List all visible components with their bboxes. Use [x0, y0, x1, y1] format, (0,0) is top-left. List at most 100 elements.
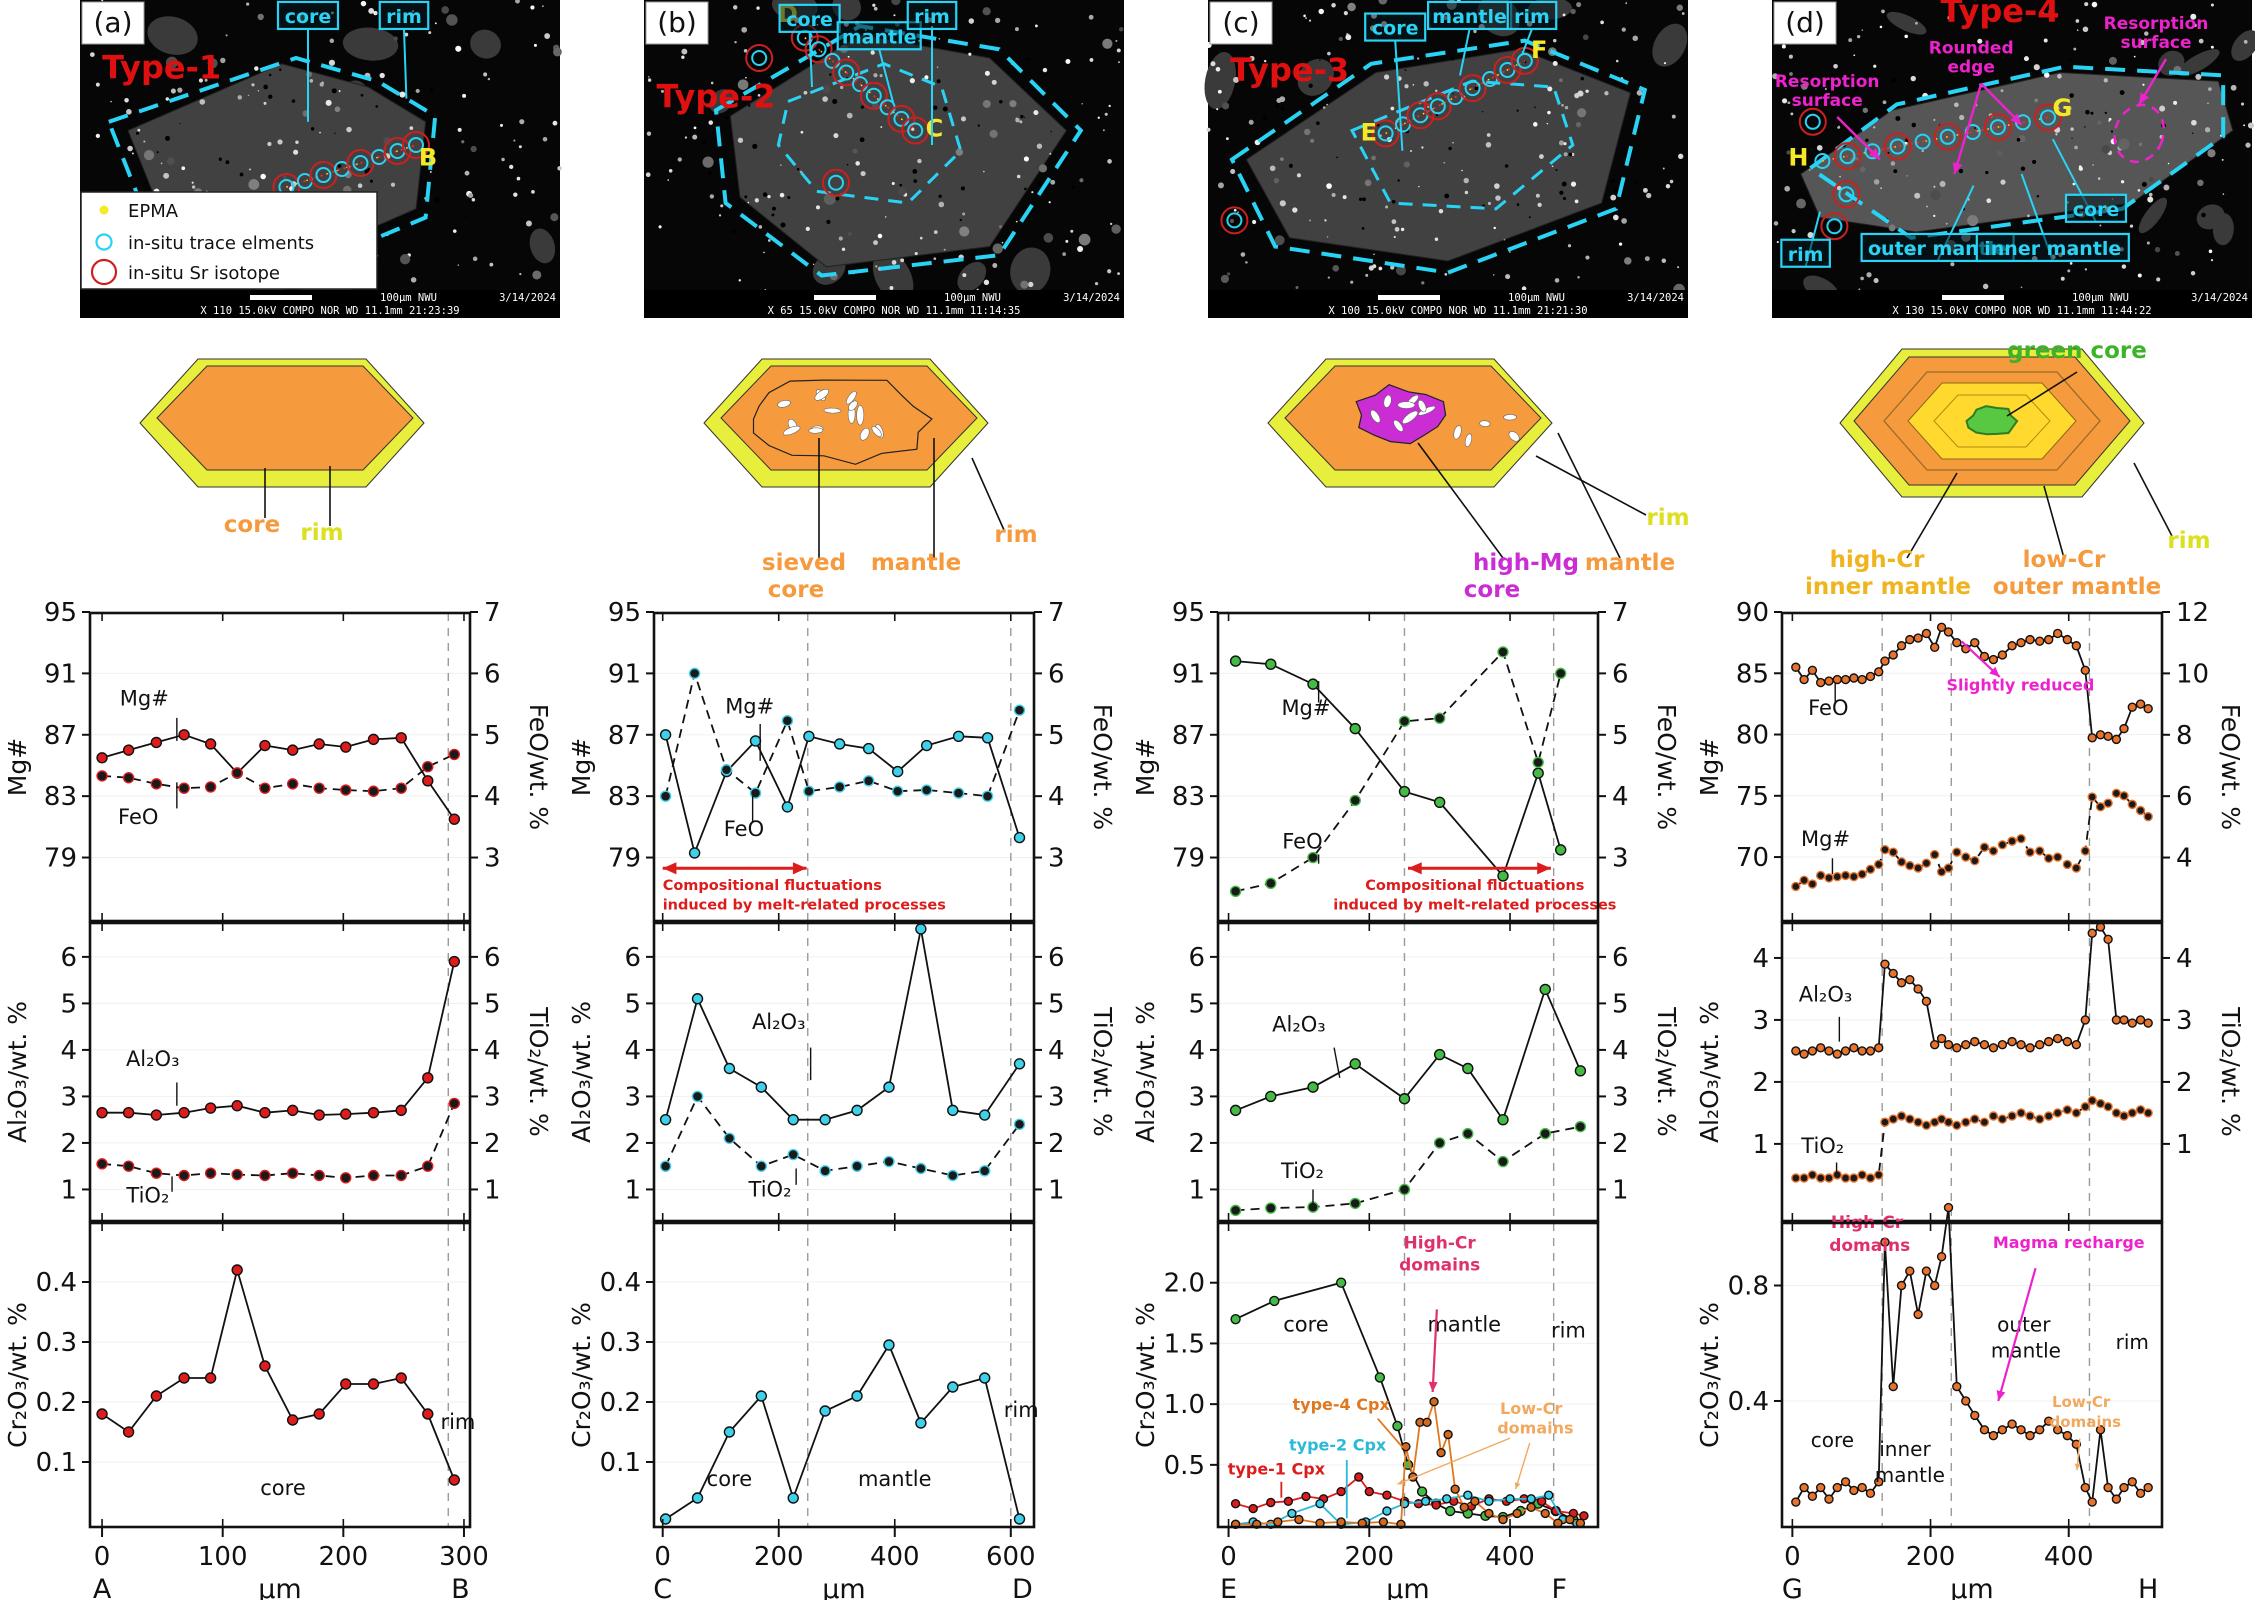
bse-speckle [1493, 226, 1496, 230]
y-tick-label: 3 [624, 1082, 641, 1112]
trace-element-spot [1814, 152, 1831, 169]
data-point [367, 733, 380, 746]
y-tick-label: 3 [1752, 1006, 1769, 1036]
data-point [1229, 655, 1242, 667]
bse-speckle [1031, 191, 1034, 194]
data-point [150, 778, 163, 790]
bse-speckle [681, 103, 689, 111]
y-tick-label: 1.5 [1164, 1329, 1205, 1359]
x-tick-label: 0 [94, 1542, 111, 1572]
data-point [150, 1390, 163, 1402]
bse-speckle [1015, 220, 1018, 223]
series-tio2 [1791, 1095, 2153, 1183]
data-point [2052, 1425, 2063, 1435]
arrowhead-icon [1428, 1381, 1438, 1392]
data-point [2127, 1108, 2137, 1118]
bse-speckle [1860, 166, 1866, 172]
data-point [1952, 1381, 1962, 1392]
data-point [2052, 1108, 2063, 1118]
data-point [1248, 1503, 1258, 1514]
transect-start-label: A [93, 1574, 112, 1600]
series-cr2o3 [96, 1264, 461, 1486]
bse-speckle [2120, 180, 2125, 184]
data-point [1799, 1049, 1809, 1059]
data-point [1815, 677, 1826, 688]
bse-speckle [647, 78, 652, 82]
data-point [1013, 1118, 1026, 1131]
data-point [1532, 756, 1544, 769]
data-point [2080, 1015, 2091, 1025]
data-point [1013, 1058, 1026, 1070]
bse-speckle [1860, 276, 1864, 281]
data-point [1943, 1117, 1954, 1127]
bse-speckle [2084, 2, 2089, 7]
bse-speckle [1216, 108, 1219, 111]
data-point [1943, 1202, 1954, 1213]
inline-label: Compositional fluctuations [663, 878, 882, 894]
bse-speckle [225, 160, 230, 165]
data-point [1988, 1111, 1999, 1121]
y-tick-label: 6 [1188, 943, 1205, 973]
bse-speckle [1561, 103, 1564, 107]
data-point [395, 1169, 407, 1182]
bse-speckle [177, 87, 183, 93]
data-point [1799, 674, 1809, 685]
data-point [1824, 1046, 1834, 1056]
data-point [231, 767, 243, 779]
bse-speckle [749, 73, 753, 77]
data-point [395, 782, 407, 794]
data-point [2127, 1018, 2137, 1028]
y-axis-title: Cr₂O₃/wt. % [1131, 1302, 1160, 1448]
data-point [2103, 934, 2113, 945]
sieved-core-outline [752, 379, 933, 465]
bse-speckle [1391, 219, 1397, 225]
data-point [1880, 656, 1890, 666]
bse-speckle [2020, 166, 2026, 171]
bse-speckle [693, 126, 697, 130]
bse-speckle [2117, 138, 2130, 150]
data-point [1807, 1170, 1818, 1180]
data-point [1849, 673, 1859, 683]
bse-speckle [470, 145, 477, 153]
data-point [819, 1405, 831, 1417]
bse-speckle [1578, 57, 1581, 60]
bse-speckle [2240, 102, 2245, 106]
bse-speckle [499, 123, 504, 127]
bse-speckle [2043, 72, 2050, 78]
inline-label: Al₂O₃ [752, 1010, 806, 1034]
bse-speckle [257, 13, 264, 21]
y-tick-label: 1 [1188, 1175, 1205, 1205]
data-point [1459, 1502, 1469, 1513]
y-tick-label: 0.3 [600, 1328, 641, 1358]
data-point [2143, 1482, 2153, 1493]
data-point [1896, 857, 1907, 867]
bse-speckle [725, 116, 729, 120]
bse-speckle [799, 170, 803, 174]
data-point [981, 790, 994, 802]
y-tick-label: 3 [484, 1082, 501, 1112]
bse-speckle [1954, 102, 1959, 108]
bse-speckle [1552, 38, 1557, 43]
data-point [96, 770, 108, 782]
bse-speckle [198, 78, 203, 83]
data-point [1815, 870, 1826, 881]
bse-speckle [268, 73, 272, 77]
bse-speckle [1772, 73, 1779, 80]
bse-speckle [710, 81, 714, 85]
inline-label: type-2 Cpx [1289, 1435, 1387, 1454]
bse-speckle [1848, 38, 1853, 43]
bse-speckle [889, 286, 894, 291]
series-type-4-cpx [1230, 1397, 1586, 1530]
inline-label: Low-Cr [2052, 1393, 2111, 1411]
data-point [1970, 637, 1980, 648]
bse-speckle [1862, 107, 1869, 113]
bse-speckle [1681, 12, 1685, 15]
bse-speckle [2245, 142, 2251, 148]
bse-speckle [2101, 145, 2111, 154]
data-point [96, 1408, 108, 1420]
data-point [313, 782, 325, 794]
data-point [1512, 1508, 1522, 1519]
data-point [691, 1090, 704, 1103]
data-point [2062, 859, 2073, 870]
bse-speckle [2159, 105, 2166, 112]
